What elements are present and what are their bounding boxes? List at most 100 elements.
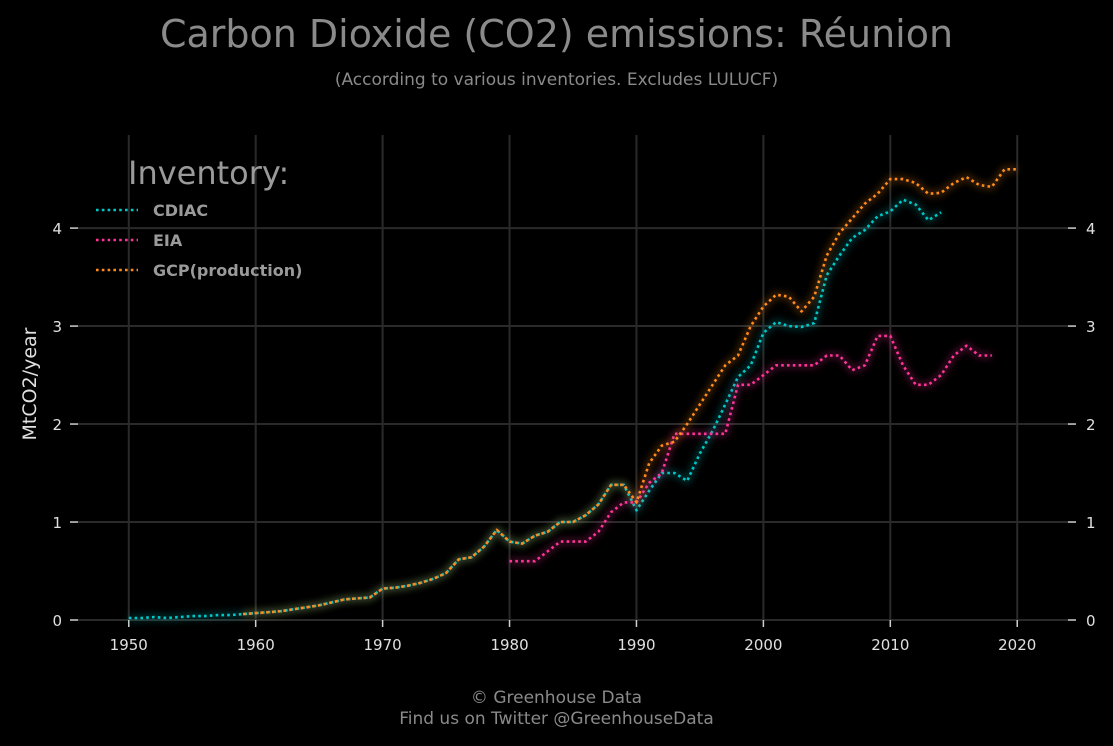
data-point-eia: [813, 364, 815, 366]
data-point-gcp-production: [889, 178, 891, 180]
data-point-gcp-production: [559, 521, 561, 523]
data-point-eia: [686, 433, 688, 435]
data-point-gcp-production: [813, 296, 815, 298]
x-tick-label: 1970: [364, 636, 402, 654]
data-point-gcp-production: [851, 217, 853, 219]
data-point-cdiac: [750, 364, 752, 366]
x-tick-label: 1960: [237, 636, 275, 654]
data-point-gcp-production: [546, 531, 548, 533]
x-tick-label: 2010: [871, 636, 909, 654]
data-point-eia: [838, 354, 840, 356]
data-point-eia: [597, 531, 599, 533]
data-point-gcp-production: [572, 521, 574, 523]
data-point-gcp-production: [331, 601, 333, 603]
data-point-eia: [610, 511, 612, 513]
data-point-cdiac: [153, 616, 155, 618]
data-point-eia: [623, 501, 625, 503]
data-point-gcp-production: [711, 384, 713, 386]
data-point-cdiac: [178, 616, 180, 618]
data-point-eia: [546, 550, 548, 552]
data-point-eia: [762, 374, 764, 376]
data-point-gcp-production: [838, 232, 840, 234]
data-point-gcp-production: [750, 325, 752, 327]
data-point-gcp-production: [940, 192, 942, 194]
data-point-cdiac: [216, 614, 218, 616]
data-point-eia: [534, 560, 536, 562]
data-point-cdiac: [686, 480, 688, 482]
data-point-cdiac: [762, 332, 764, 334]
data-point-eia: [927, 384, 929, 386]
data-point-gcp-production: [255, 612, 257, 614]
data-point-cdiac: [902, 199, 904, 201]
data-point-gcp-production: [788, 296, 790, 298]
y-tick-label: 2: [52, 416, 62, 434]
data-point-gcp-production: [635, 501, 637, 503]
data-point-cdiac: [128, 617, 130, 619]
data-point-gcp-production: [432, 578, 434, 580]
data-point-gcp-production: [610, 484, 612, 486]
data-point-eia: [661, 472, 663, 474]
data-point-gcp-production: [775, 294, 777, 296]
chart-subtitle: (According to various inventories. Exclu…: [334, 70, 779, 90]
y-tick-label-right: 1: [1086, 514, 1096, 532]
y-tick-label-right: 3: [1086, 318, 1096, 336]
x-tick-label: 1990: [617, 636, 655, 654]
data-point-eia: [864, 364, 866, 366]
data-point-eia: [915, 384, 917, 386]
data-point-eia: [559, 540, 561, 542]
data-point-cdiac: [191, 615, 193, 617]
data-point-gcp-production: [496, 529, 498, 531]
y-tick-label: 1: [52, 514, 62, 532]
data-point-cdiac: [826, 274, 828, 276]
series-line-gcp-production: [242, 168, 1018, 616]
data-point-eia: [788, 364, 790, 366]
data-point-gcp-production: [876, 193, 878, 195]
y-axis-label: MtCO2/year: [19, 327, 41, 440]
series-glow-gcp-production: [242, 165, 1018, 618]
data-point-gcp-production: [978, 184, 980, 186]
data-point-eia: [902, 364, 904, 366]
y-tick-label-right: 2: [1086, 416, 1096, 434]
data-point-eia: [953, 354, 955, 356]
data-point-eia: [521, 560, 523, 562]
data-point-cdiac: [915, 203, 917, 205]
data-point-cdiac: [927, 219, 929, 221]
data-point-eia: [508, 560, 510, 562]
data-point-gcp-production: [623, 484, 625, 486]
data-point-gcp-production: [267, 611, 269, 613]
y-tick-label: 0: [52, 612, 62, 630]
data-point-eia: [876, 335, 878, 337]
data-point-eia: [965, 345, 967, 347]
data-point-cdiac: [788, 325, 790, 327]
data-point-eia: [648, 482, 650, 484]
y-tick-label: 4: [52, 220, 62, 238]
data-point-cdiac: [940, 211, 942, 213]
data-point-eia: [737, 384, 739, 386]
data-point-eia: [889, 335, 891, 337]
data-point-cdiac: [166, 617, 168, 619]
x-tick-label: 2020: [998, 636, 1036, 654]
data-point-gcp-production: [1003, 168, 1005, 170]
data-point-cdiac: [737, 376, 739, 378]
data-point-eia: [699, 433, 701, 435]
data-point-gcp-production: [356, 597, 358, 599]
data-point-eia: [711, 433, 713, 435]
data-point-gcp-production: [318, 604, 320, 606]
data-point-gcp-production: [826, 254, 828, 256]
data-point-gcp-production: [673, 441, 675, 443]
y-tick-label-right: 4: [1086, 220, 1096, 238]
data-point-cdiac: [813, 322, 815, 324]
data-point-gcp-production: [534, 535, 536, 537]
legend: Inventory: CDIAC EIA GCP(production): [96, 154, 302, 280]
data-point-cdiac: [673, 472, 675, 474]
x-tick-label: 2000: [744, 636, 782, 654]
data-point-eia: [940, 374, 942, 376]
data-point-gcp-production: [343, 598, 345, 600]
data-point-gcp-production: [915, 182, 917, 184]
x-tick-label: 1980: [490, 636, 528, 654]
data-point-gcp-production: [394, 587, 396, 589]
series-lines: [128, 165, 1018, 622]
data-point-gcp-production: [521, 542, 523, 544]
data-point-cdiac: [876, 215, 878, 217]
